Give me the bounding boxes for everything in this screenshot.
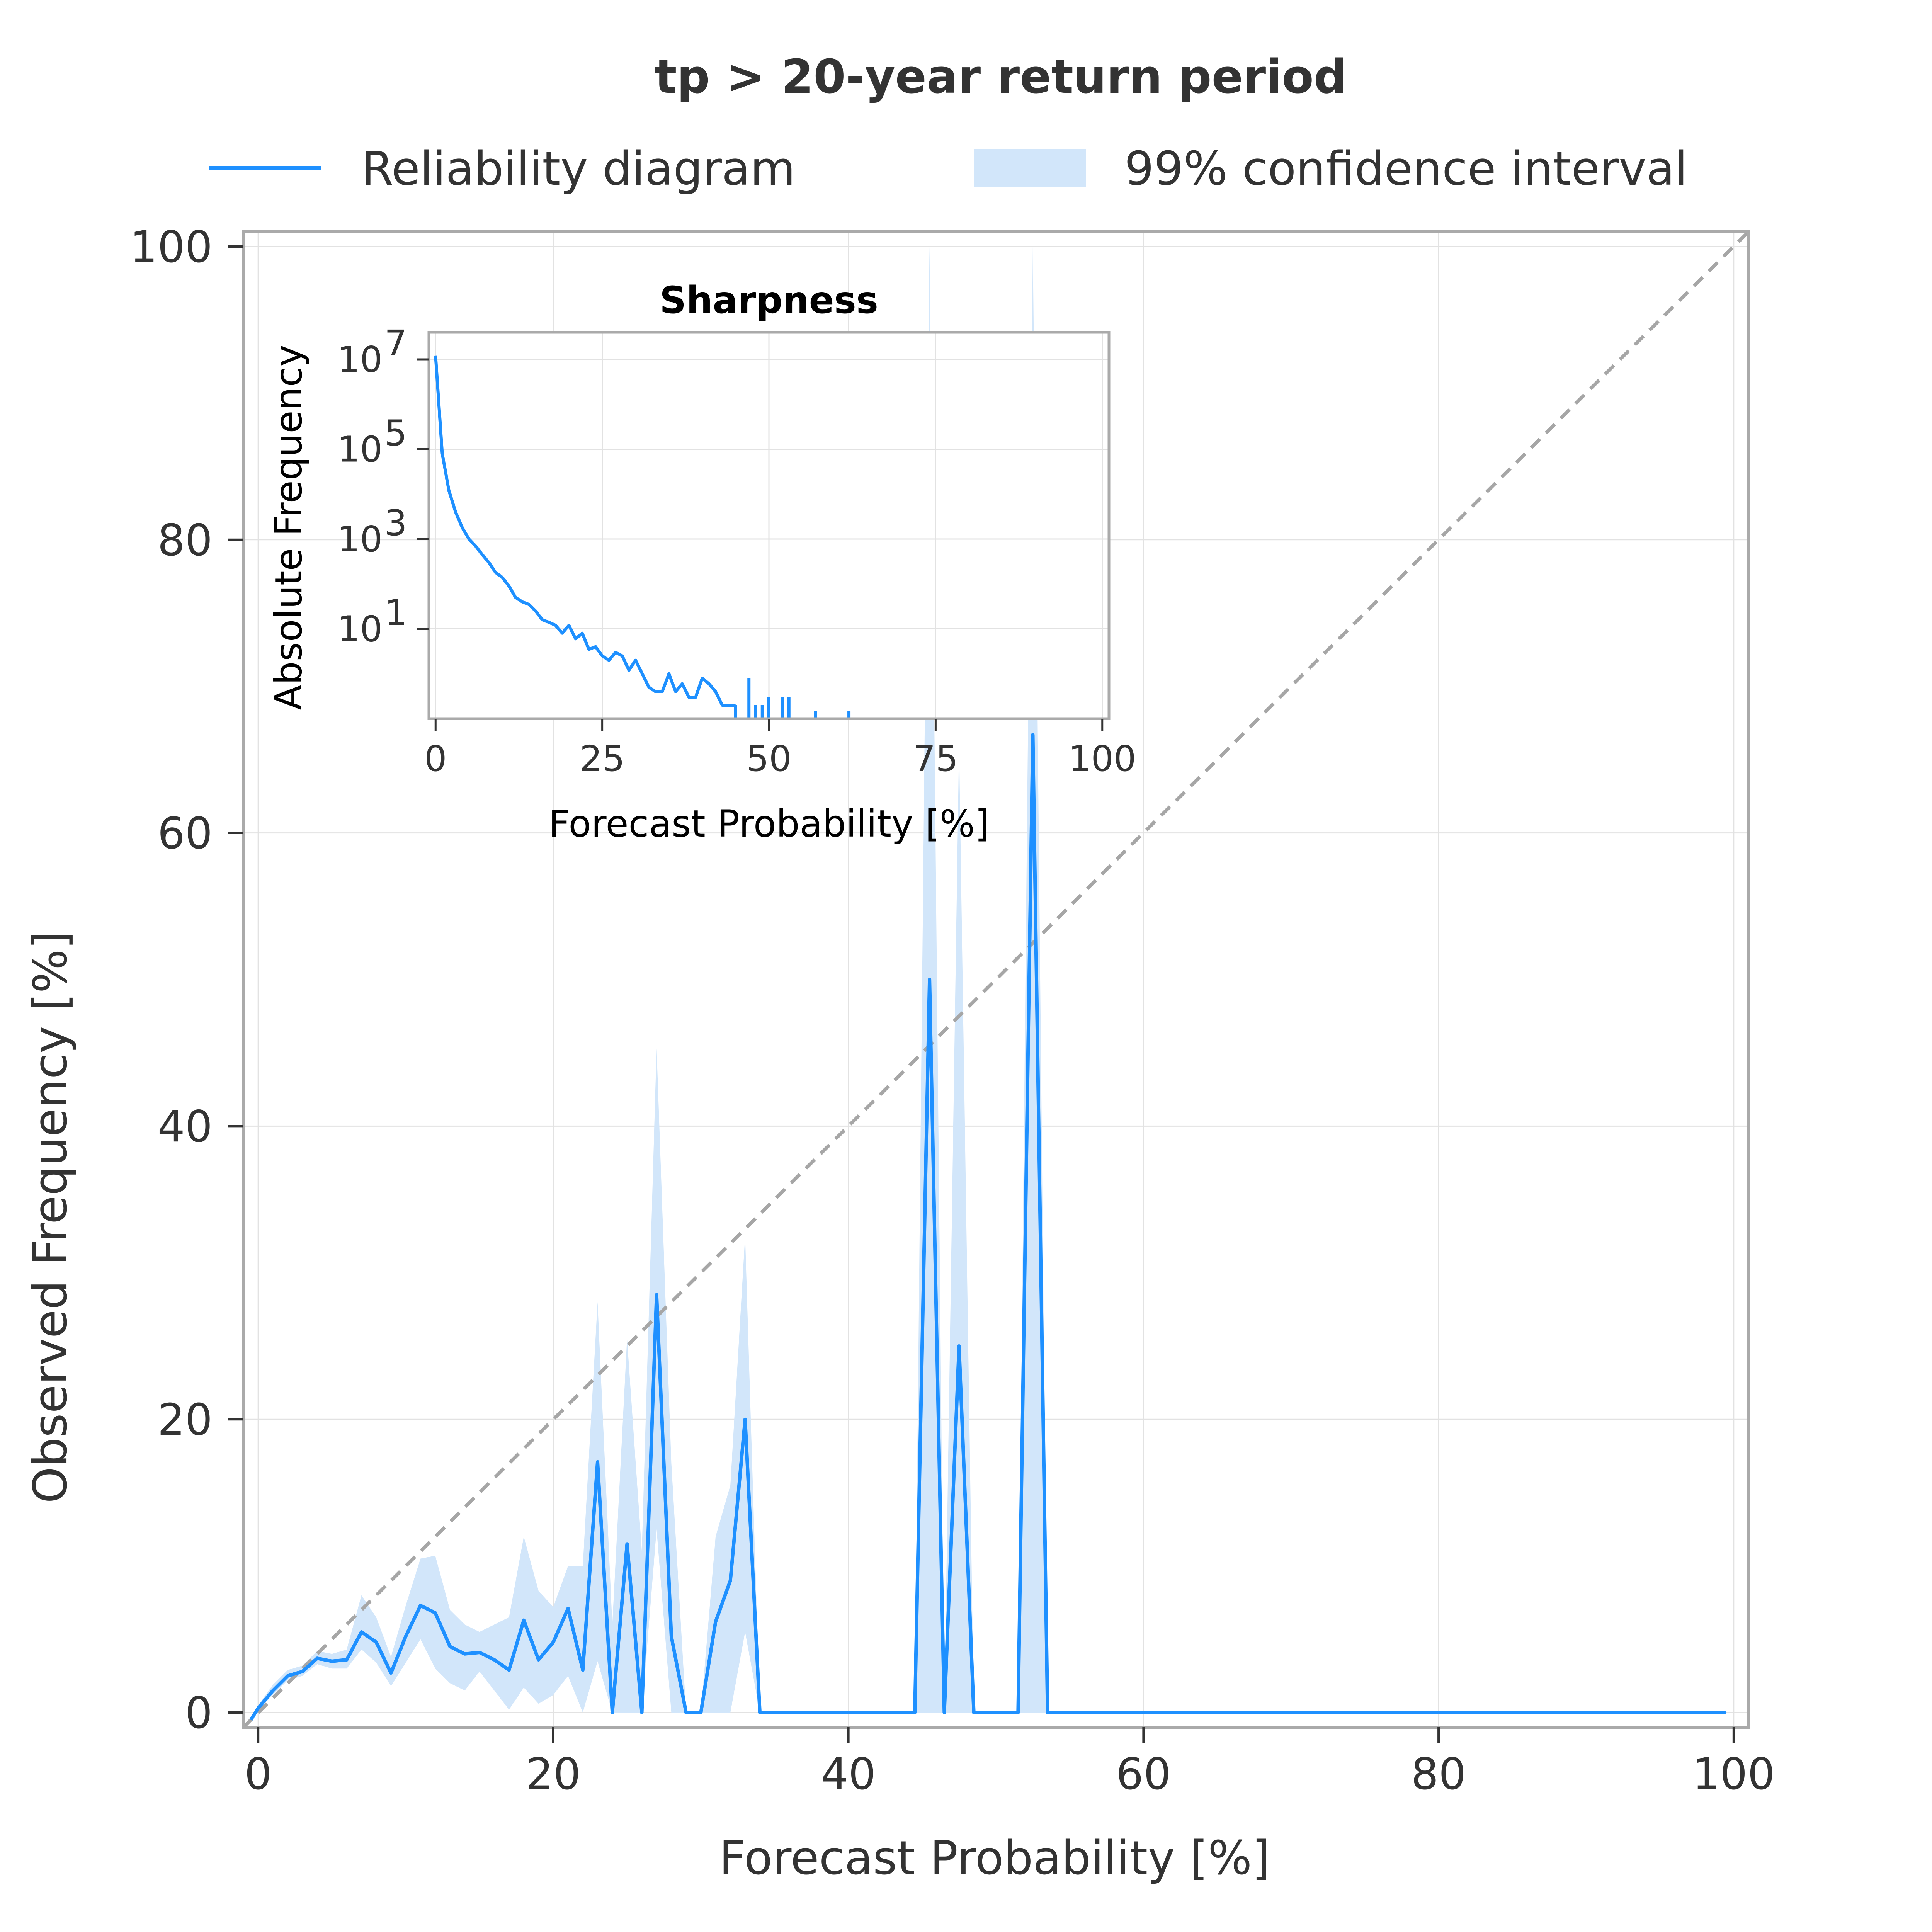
legend-band-swatch bbox=[974, 149, 1086, 187]
inset-grid bbox=[429, 332, 1109, 719]
reliability-point bbox=[302, 1671, 303, 1672]
y-tick-label: 40 bbox=[157, 1102, 213, 1152]
inset-x-axis-label: Forecast Probability [%] bbox=[549, 802, 990, 845]
x-tick-label: 40 bbox=[821, 1749, 876, 1799]
inset-y-tick-exponent: 1 bbox=[384, 592, 407, 633]
y-axis-label: Observed Frequency [%] bbox=[24, 931, 78, 1503]
inset-y-tick-exponent: 5 bbox=[384, 412, 407, 454]
sharpness-line bbox=[434, 355, 736, 707]
legend-label-confidence: 99% confidence interval bbox=[1124, 142, 1687, 196]
x-tick-label: 60 bbox=[1116, 1749, 1171, 1799]
inset-y-tick-label: 10 bbox=[337, 429, 383, 470]
y-tick-label: 100 bbox=[130, 222, 213, 272]
x-axis-label: Forecast Probability [%] bbox=[719, 1832, 1270, 1885]
inset-y-tick-exponent: 3 bbox=[384, 502, 407, 544]
reliability-point bbox=[730, 1580, 731, 1581]
reliability-point bbox=[715, 1621, 716, 1622]
chart-title: tp > 20-year return period bbox=[655, 50, 1347, 104]
main-chart: tp > 20-year return period Reliability d… bbox=[24, 50, 1775, 1885]
reliability-point bbox=[656, 1294, 657, 1295]
y-tick-label: 80 bbox=[157, 515, 213, 566]
reliability-point bbox=[420, 1605, 421, 1606]
x-tick-label: 100 bbox=[1692, 1749, 1775, 1799]
sharpness-series bbox=[434, 355, 851, 719]
main-axes-frame bbox=[242, 230, 1750, 1729]
inset-x-tick-label: 25 bbox=[580, 738, 625, 779]
inset-y-tick-label: 10 bbox=[337, 339, 383, 380]
inset-x-tick-label: 100 bbox=[1068, 738, 1136, 779]
legend-label-reliability: Reliability diagram bbox=[361, 142, 795, 196]
inset-x-tick-label: 0 bbox=[424, 738, 447, 779]
x-tick-label: 20 bbox=[526, 1749, 581, 1799]
y-tick-label: 20 bbox=[157, 1395, 213, 1445]
reliability-point bbox=[479, 1652, 480, 1653]
inset-y-tick-exponent: 7 bbox=[384, 323, 407, 364]
x-tick-label: 80 bbox=[1411, 1749, 1466, 1799]
y-tick-label: 60 bbox=[157, 809, 213, 859]
inset-y-axis-label: Absolute Frequency bbox=[267, 345, 310, 710]
x-tick-label: 0 bbox=[245, 1749, 272, 1799]
inset-x-tick-label: 50 bbox=[746, 738, 791, 779]
y-tick-label: 0 bbox=[185, 1688, 213, 1738]
inset-x-tick-label: 75 bbox=[913, 738, 958, 779]
reliability-line bbox=[249, 733, 1726, 1721]
inset-y-tick-label: 10 bbox=[337, 519, 383, 560]
inset-y-tick-label: 10 bbox=[337, 608, 383, 650]
inset-title: Sharpness bbox=[660, 279, 878, 322]
reliability-series bbox=[249, 733, 1727, 1721]
legend: Reliability diagram 99% confidence inter… bbox=[209, 142, 1687, 196]
